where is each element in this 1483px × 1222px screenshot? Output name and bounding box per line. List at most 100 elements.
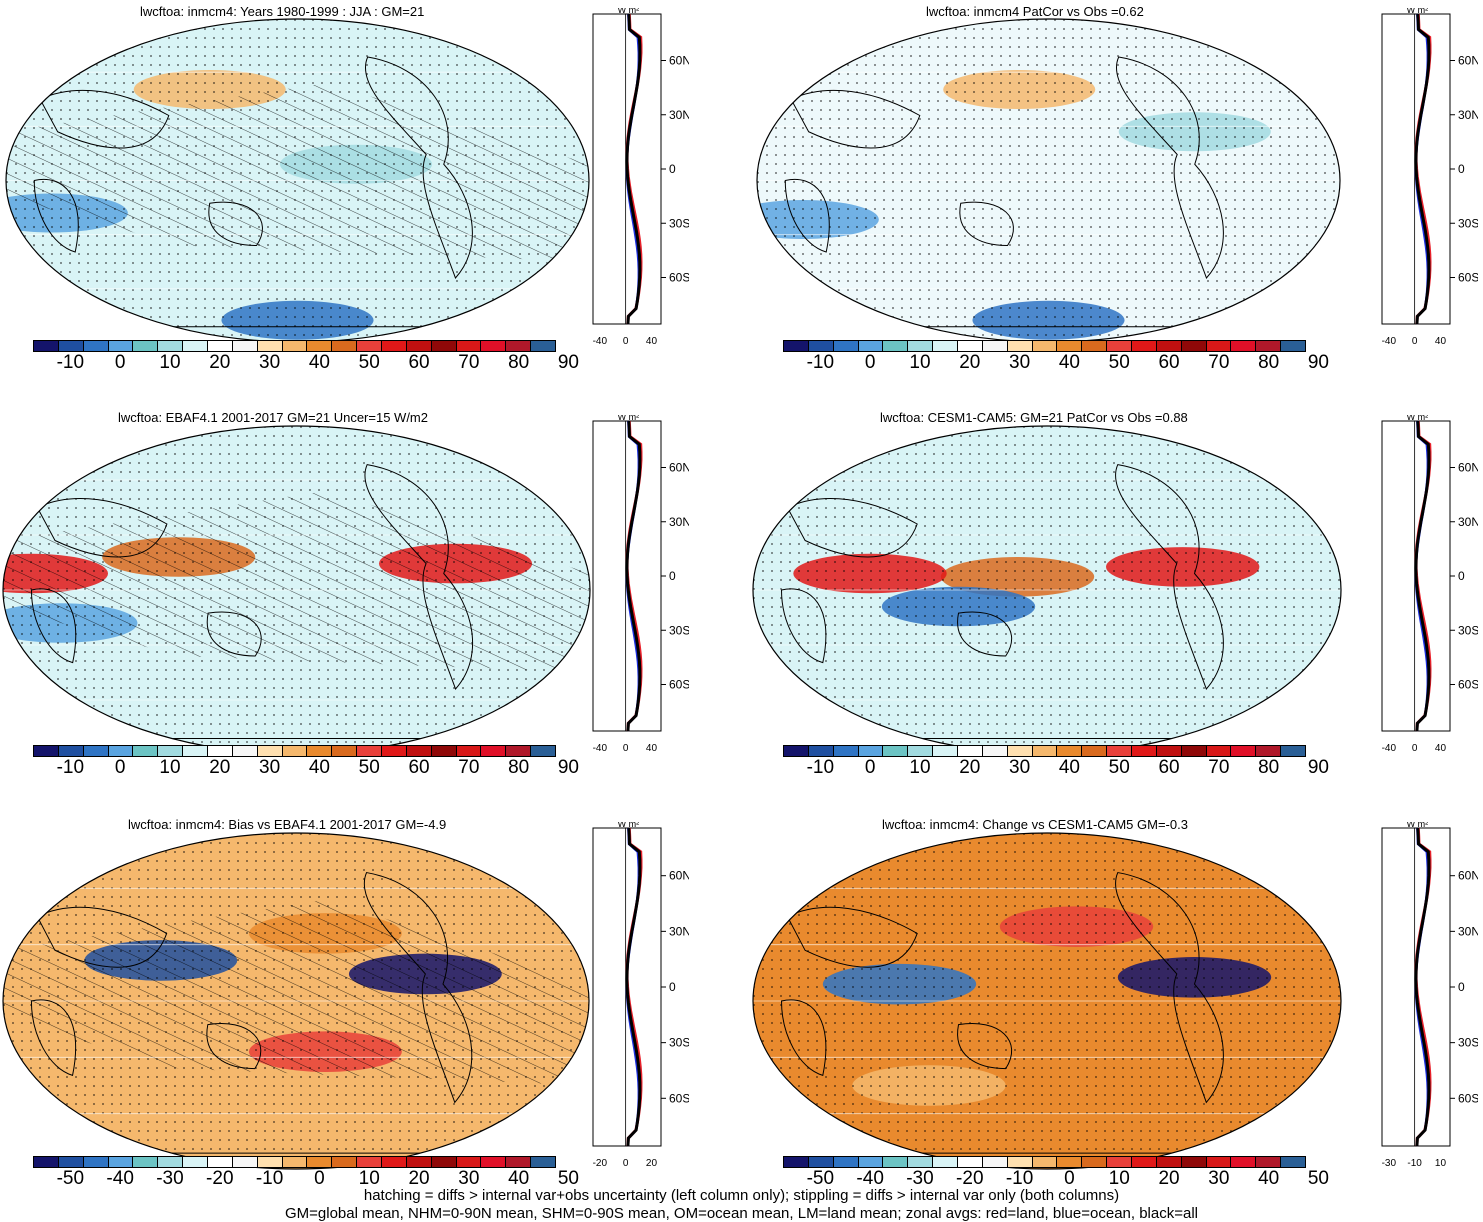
colorbar-tick-label: -10 [56, 352, 85, 373]
zonal-value-tick: -40 [593, 336, 608, 347]
zonal-lat-tick: 60N [1458, 54, 1478, 68]
colorbar-swatch [506, 341, 532, 351]
zonal-value-tick: 40 [646, 336, 658, 347]
colorbar-swatch [1082, 746, 1108, 756]
colorbar-tick-label: 60 [408, 757, 430, 778]
zonal-lat-tick: 0 [669, 162, 676, 176]
colorbar-swatch [158, 341, 184, 351]
zonal-lat-tick: 60S [669, 678, 689, 692]
zonal-unit: W m² [1407, 8, 1429, 15]
colorbar-tick-label: -10 [56, 757, 85, 778]
colorbar-tick-label: 90 [557, 757, 580, 778]
colorbar-swatch [406, 746, 432, 756]
colorbar-swatch [282, 1157, 308, 1167]
colorbar-tick-label: 40 [508, 1168, 530, 1189]
colorbar-tick-label: 40 [1058, 352, 1080, 373]
colorbar-swatch [908, 341, 934, 351]
colorbar-swatch [858, 746, 884, 756]
zonal-value-tick: -10 [1407, 1158, 1422, 1169]
zonal-lat-tick: 30S [1458, 216, 1478, 230]
colorbar-swatch [1007, 746, 1033, 756]
zonal-lat-tick: 60S [1458, 271, 1478, 285]
colorbar-tick-label: -40 [106, 1168, 134, 1189]
colorbar-swatch [1057, 341, 1083, 351]
colorbar-swatch [307, 1157, 333, 1167]
colorbar-swatch [1281, 341, 1306, 351]
colorbar-swatch [833, 341, 859, 351]
zonal-mean-plot: 60N 30N 0 30S 60S -40 0 40 W m² [1381, 415, 1478, 754]
robinson-map [2, 832, 590, 1170]
colorbar-swatch [1256, 746, 1282, 756]
colorbar [33, 745, 556, 757]
colorbar-swatch [858, 1157, 884, 1167]
colorbar-tick-label: -40 [856, 1168, 884, 1189]
colorbar-swatch [1181, 1157, 1207, 1167]
colorbar-swatch [108, 1157, 134, 1167]
colorbar-swatch [257, 746, 283, 756]
zonal-lat-tick: 30N [669, 924, 689, 938]
colorbar-swatch [1281, 1157, 1306, 1167]
zonal-value-tick: 0 [1412, 336, 1418, 347]
zonal-lat-tick: 60N [669, 54, 689, 68]
colorbar-swatch [858, 341, 884, 351]
colorbar-swatch [307, 746, 333, 756]
map-title: lwcftoa: inmcm4 PatCor vs Obs =0.62 [926, 4, 1144, 19]
colorbar-tick-label: 10 [909, 352, 931, 373]
colorbar-swatch [208, 746, 233, 756]
robinson-map [2, 425, 591, 755]
colorbar-swatch [34, 746, 59, 756]
colorbar-swatch [1057, 1157, 1083, 1167]
colorbar-tick-label: 30 [1009, 757, 1031, 778]
zonal-value-tick: 10 [1435, 1158, 1447, 1169]
colorbar-swatch [1231, 1157, 1257, 1167]
zonal-mean-plot: 60N 30N 0 30S 60S -20 0 20 W m² [592, 822, 689, 1169]
zonal-lat-tick: 30S [669, 216, 689, 230]
colorbar-tick-label: 10 [909, 757, 931, 778]
zonal-lat-tick: 30S [1458, 1036, 1478, 1050]
colorbar-swatch [481, 1157, 507, 1167]
colorbar-tick-label: 60 [1158, 352, 1180, 373]
colorbar [783, 745, 1306, 757]
zonal-value-tick: 0 [1412, 743, 1418, 754]
colorbar-swatch [908, 1157, 934, 1167]
colorbar-swatch [1107, 341, 1133, 351]
colorbar-swatch [357, 746, 383, 756]
colorbar-tick-label: 30 [1009, 352, 1031, 373]
colorbar-swatch [908, 746, 934, 756]
colorbar-swatch [1206, 746, 1232, 756]
colorbar-tick-label: 0 [1064, 1168, 1075, 1189]
colorbar-swatch [58, 746, 84, 756]
colorbar-swatch [133, 1157, 159, 1167]
colorbar-tick-label: -30 [906, 1168, 934, 1189]
colorbar-swatch [1007, 1157, 1033, 1167]
colorbar-tick-label: 60 [408, 352, 430, 373]
colorbar-tick-label: 90 [557, 352, 580, 373]
colorbar [33, 340, 556, 352]
zonal-lat-tick: 60N [669, 461, 689, 475]
colorbar-tick-label: -20 [206, 1168, 234, 1189]
colorbar-swatch [808, 341, 834, 351]
colorbar-tick-label: -50 [806, 1168, 835, 1189]
zonal-lat-tick: 60S [669, 1091, 689, 1105]
colorbar-swatch [83, 341, 109, 351]
map-title: lwcftoa: inmcm4: Years 1980-1999 : JJA :… [140, 4, 425, 19]
colorbar-swatch [1206, 1157, 1232, 1167]
zonal-unit: W m² [618, 822, 640, 829]
colorbar-tick-label: 20 [209, 352, 231, 373]
colorbar-swatch [208, 341, 233, 351]
zonal-value-tick: 40 [1435, 743, 1447, 754]
colorbar-tick-label: 30 [259, 757, 281, 778]
colorbar-swatch [183, 1157, 209, 1167]
colorbar-swatch [1082, 1157, 1108, 1167]
colorbar-swatch [257, 341, 283, 351]
colorbar-swatch [481, 746, 507, 756]
zonal-lat-tick: 60N [1458, 461, 1478, 475]
colorbar-tick-label: 20 [209, 757, 231, 778]
colorbar-swatch [332, 746, 358, 756]
colorbar-tick-label: 0 [864, 352, 876, 373]
colorbar-tick-label: 40 [1258, 1168, 1280, 1189]
colorbar-swatch [1156, 746, 1182, 756]
zonal-lat-tick: 60N [669, 869, 689, 883]
colorbar-swatch [1032, 341, 1058, 351]
zonal-mean-plot: 60N 30N 0 30S 60S -30 -10 10 W m² [1381, 822, 1478, 1169]
